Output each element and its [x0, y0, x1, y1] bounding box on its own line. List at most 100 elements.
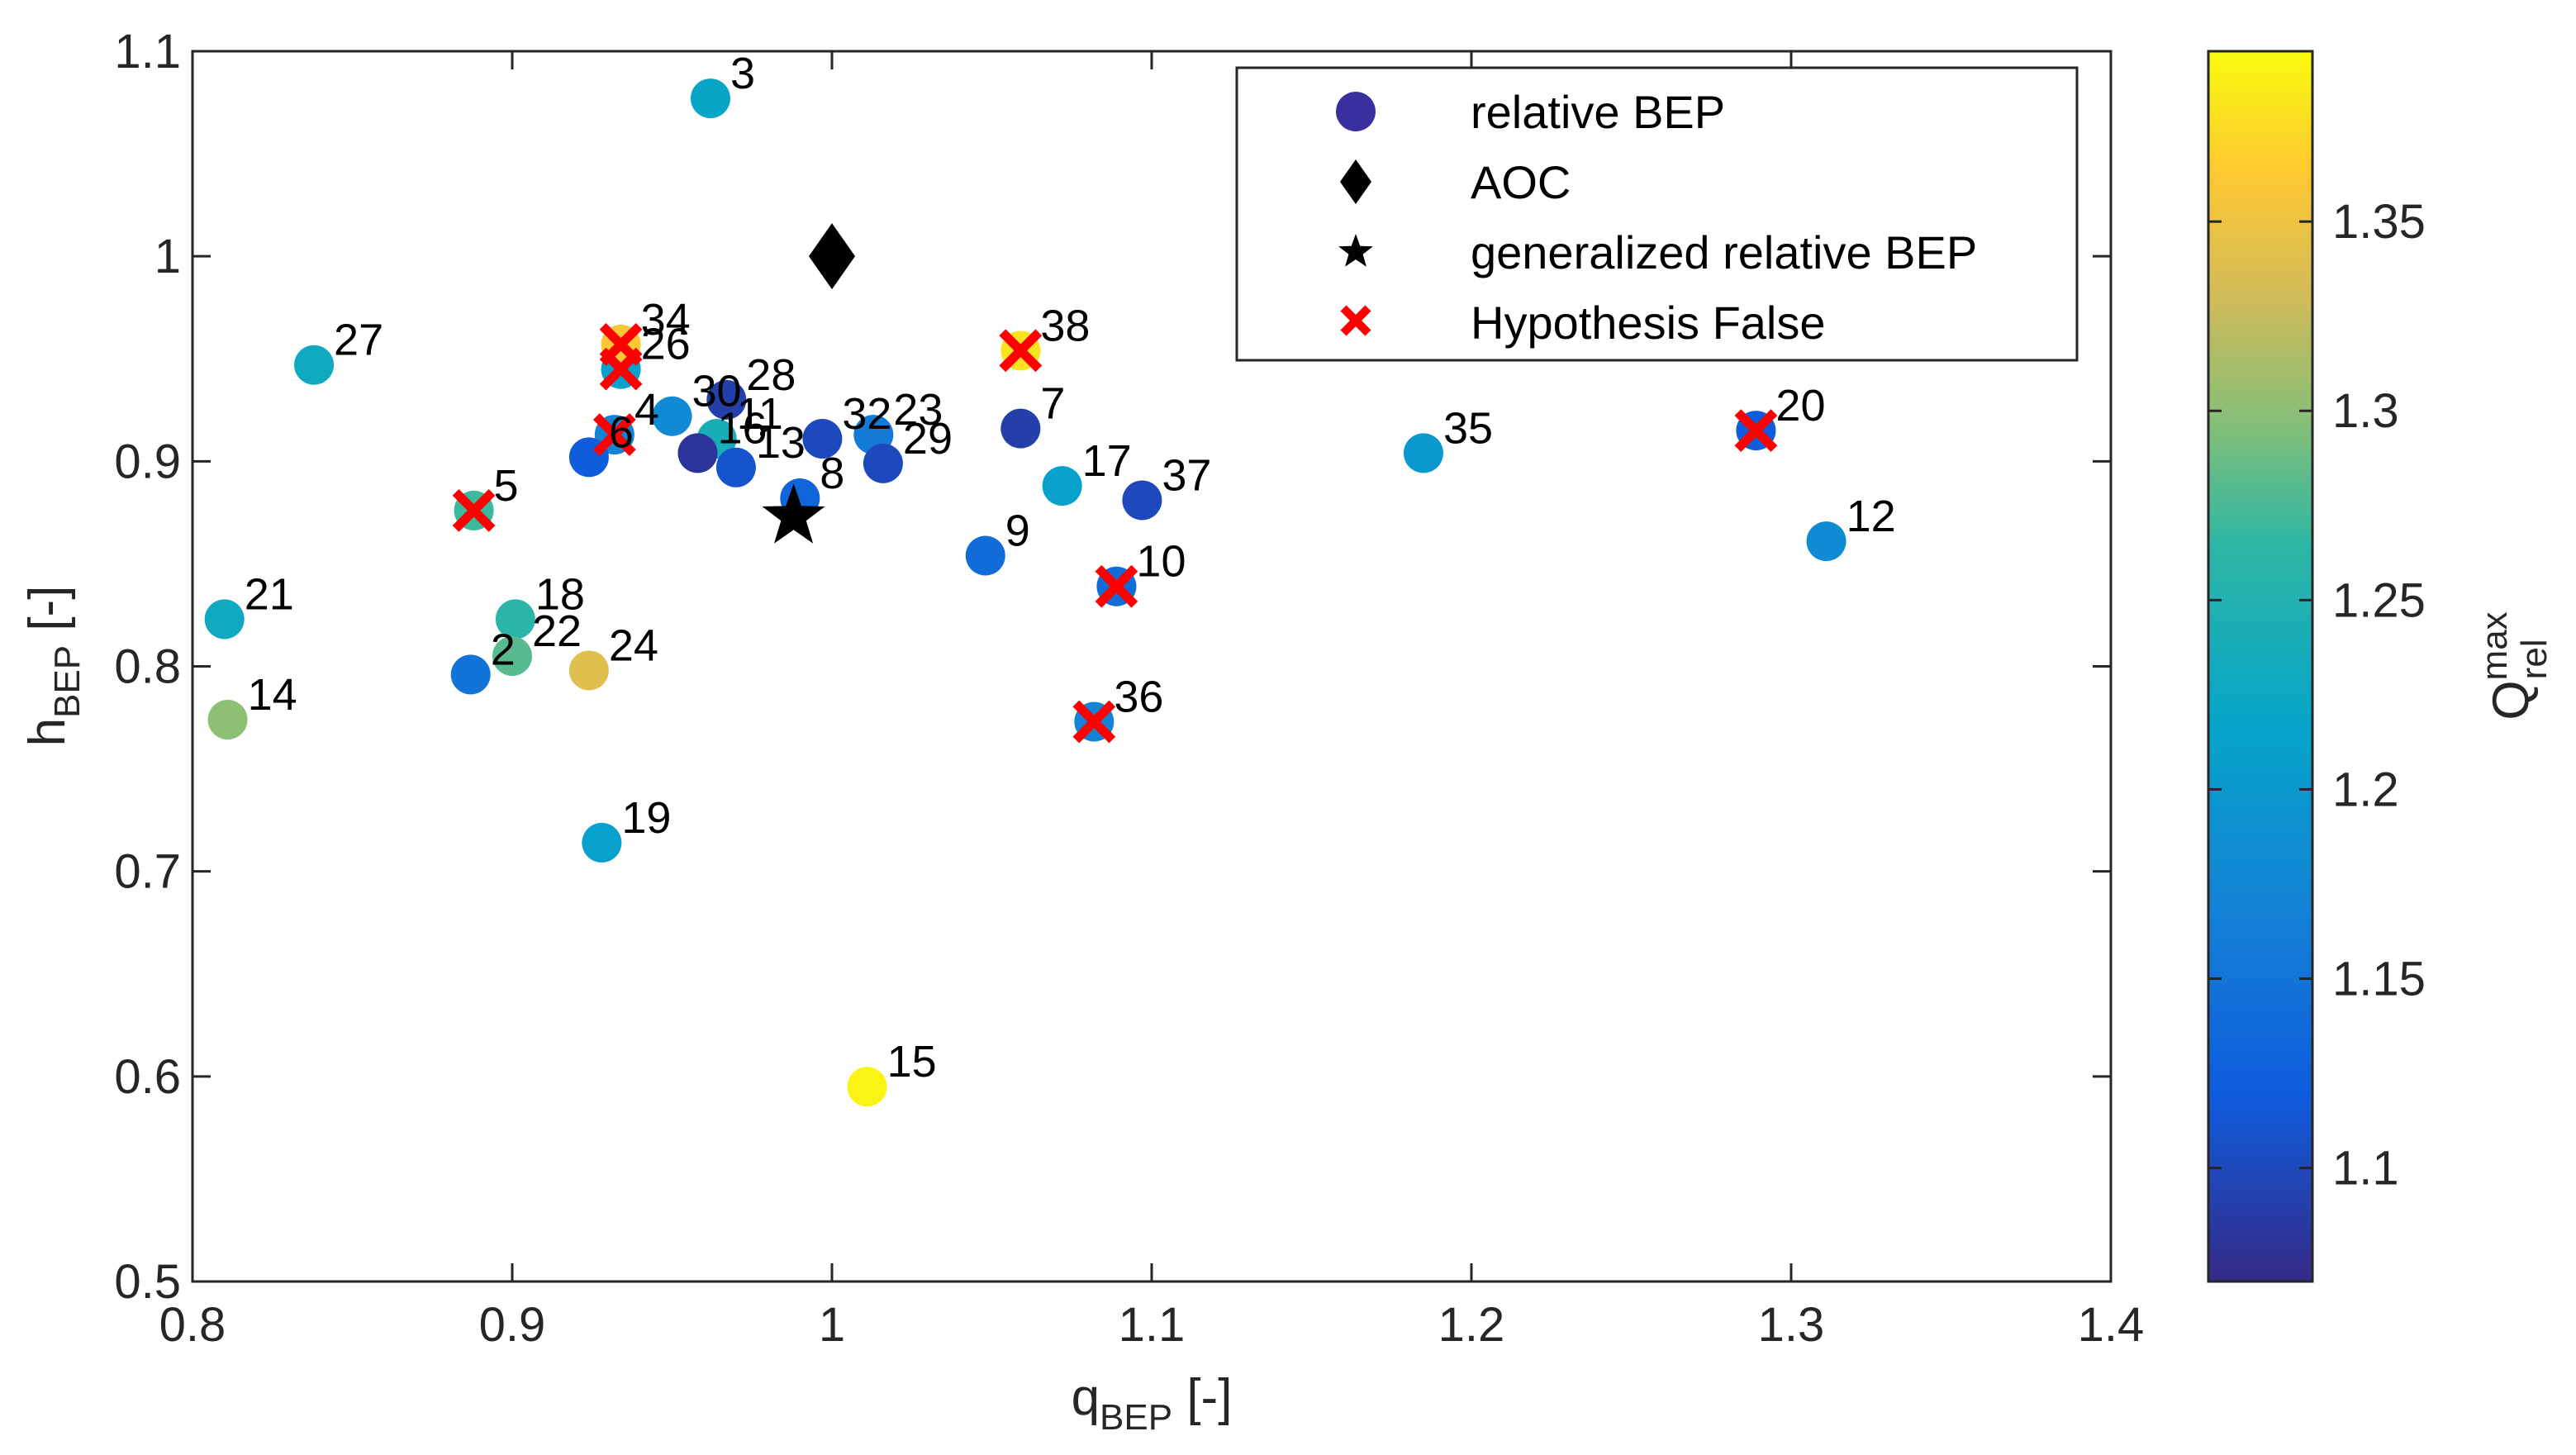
hypothesis-false-marker-10: [1095, 564, 1138, 608]
point-label-37: 37: [1162, 450, 1211, 500]
point-label-15: 15: [887, 1037, 937, 1086]
point-label-32: 32: [842, 389, 891, 439]
y-tick-label: 1: [154, 230, 181, 283]
point-label-20: 20: [1775, 381, 1825, 430]
point-label-19: 19: [621, 793, 671, 843]
legend-box: [1235, 66, 2079, 362]
point-label-9: 9: [1005, 506, 1030, 555]
x-tick-label: 0.8: [159, 1298, 226, 1352]
point-label-13: 13: [756, 418, 806, 468]
hypothesis-false-marker-38: [999, 329, 1043, 373]
y-tick-label: 0.7: [114, 845, 181, 899]
generalized-bep-marker: [762, 483, 825, 544]
data-point-21: [204, 599, 245, 640]
y-axis-ticks: 0.5 0.6 0.7 0.8 0.9 1 1.1: [114, 25, 2111, 1309]
data-point-19: [582, 822, 622, 863]
point-label-28: 28: [746, 350, 796, 400]
legend-hypothesis-false-marker: [1340, 305, 1371, 336]
y-tick-label: 0.6: [114, 1050, 181, 1104]
hypothesis-false-marker-36: [1072, 700, 1116, 744]
hypothesis-false-marker-34: [599, 322, 643, 366]
point-label-21: 21: [245, 569, 294, 619]
point-label-6: 6: [609, 407, 634, 457]
data-point-2: [450, 654, 491, 695]
data-point-15: [847, 1067, 887, 1107]
data-point-29: [863, 443, 903, 483]
point-label-5: 5: [494, 461, 519, 511]
point-label-11: 11: [737, 389, 783, 439]
y-tick-label: 0.5: [114, 1255, 181, 1309]
data-point-14: [207, 700, 248, 740]
point-label-4: 4: [634, 385, 659, 435]
hypothesis-false-marker-5: [452, 489, 496, 532]
colorbar-label: Qmaxrel: [2474, 611, 2555, 720]
point-label-29: 29: [903, 414, 953, 464]
point-label-12: 12: [1846, 492, 1896, 541]
y-tick-label: 1.1: [114, 25, 181, 78]
point-label-30: 30: [692, 367, 742, 416]
y-tick-label: 0.8: [114, 640, 181, 694]
legend-aoc-label: AOC: [1471, 156, 1571, 208]
point-label-2: 2: [491, 625, 516, 674]
legend: relative BEP AOC generalized relative BE…: [1235, 66, 2079, 362]
x-tick-label: 1.1: [1119, 1298, 1186, 1352]
legend-hypothesis-false-label: Hypothesis False: [1471, 297, 1826, 349]
y-axis-label: hBEP [-]: [19, 586, 88, 747]
x-tick-label: 1.4: [2078, 1298, 2145, 1352]
x-axis-label: qBEP [-]: [1072, 1369, 1233, 1438]
data-point-17: [1042, 466, 1082, 506]
point-labels: 2345678910111213141516171819202122232426…: [245, 49, 1896, 1086]
point-label-7: 7: [1040, 379, 1065, 429]
point-label-10: 10: [1136, 537, 1186, 587]
data-point-27: [294, 345, 335, 385]
hypothesis-false-marker-20: [1734, 409, 1778, 452]
data-point-9: [965, 535, 1005, 576]
point-label-38: 38: [1040, 301, 1090, 350]
data-point-3: [690, 78, 730, 119]
data-point-32: [802, 419, 843, 459]
point-label-36: 36: [1114, 673, 1163, 722]
colorbar-gradient: [2207, 50, 2314, 1283]
point-label-24: 24: [609, 621, 658, 670]
data-point-28: [706, 379, 747, 420]
special-markers: [762, 223, 855, 544]
point-label-34: 34: [641, 295, 691, 345]
point-label-26: 26: [641, 320, 691, 369]
data-point-24: [568, 650, 609, 691]
data-point-30: [652, 396, 692, 436]
colorbar-tick-label: 1.3: [2332, 384, 2399, 438]
aoc-marker: [809, 223, 855, 290]
colorbar-tick-label: 1.2: [2332, 763, 2399, 816]
colorbar-tick-label: 1.35: [2332, 195, 2426, 249]
data-point-35: [1403, 433, 1443, 473]
colorbar-tick-label: 1.1: [2332, 1142, 2399, 1196]
data-point-12: [1806, 521, 1846, 562]
point-label-3: 3: [730, 49, 755, 98]
legend-aoc-marker: [1340, 159, 1371, 204]
point-label-35: 35: [1443, 403, 1493, 453]
point-label-8: 8: [820, 449, 844, 498]
point-label-18: 18: [535, 569, 585, 619]
colorbar-ticks: 1.1 1.15 1.2 1.25 1.3 1.35: [2208, 195, 2426, 1196]
point-label-22: 22: [532, 606, 582, 656]
point-label-16: 16: [717, 403, 767, 453]
data-point-13: [715, 447, 756, 487]
data-point-37: [1122, 480, 1162, 521]
colorbar-tick-label: 1.15: [2332, 952, 2426, 1006]
point-label-27: 27: [334, 316, 383, 365]
colorbar-tick-label: 1.25: [2332, 573, 2426, 627]
point-label-23: 23: [893, 385, 943, 435]
point-label-14: 14: [248, 670, 297, 720]
y-tick-label: 0.9: [114, 435, 181, 488]
legend-generalized-bep-marker: [1338, 234, 1373, 267]
colorbar: 1.1 1.15 1.2 1.25 1.3 1.35 Qmaxrel: [2207, 50, 2555, 1283]
x-tick-label: 1: [819, 1298, 845, 1352]
legend-relative-bep-label: relative BEP: [1471, 86, 1725, 138]
x-axis-ticks: 0.8 0.9 1 1.1 1.2 1.3 1.4: [159, 51, 2145, 1352]
x-tick-label: 1.2: [1438, 1298, 1505, 1352]
point-label-17: 17: [1082, 436, 1132, 486]
data-point-16: [677, 433, 718, 473]
hypothesis-false-markers: [452, 322, 1778, 744]
legend-generalized-bep-label: generalized relative BEP: [1471, 226, 1977, 278]
